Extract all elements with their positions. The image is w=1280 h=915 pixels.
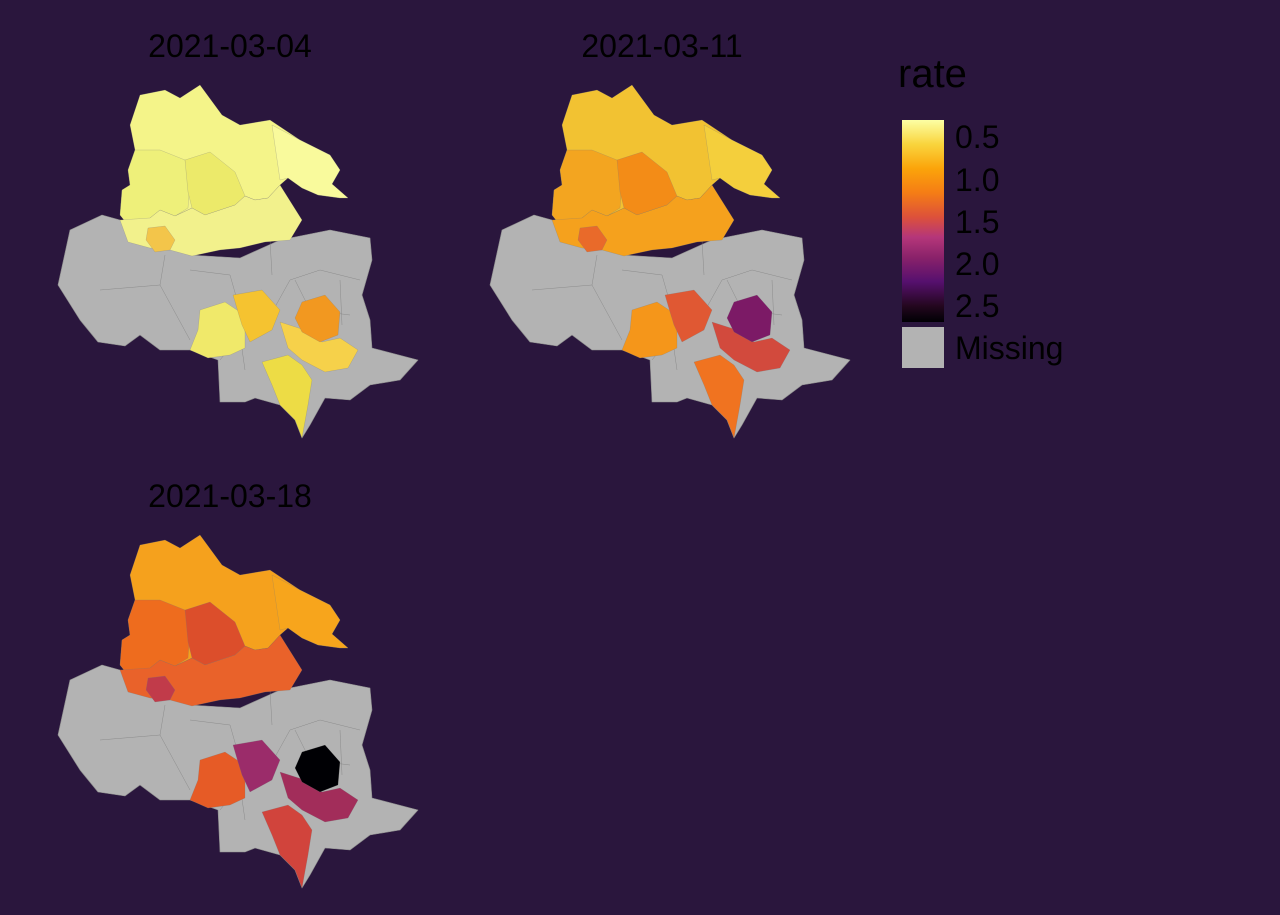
region-boundary — [289, 269, 321, 281]
area-s-south — [693, 354, 745, 439]
area-s-west — [621, 301, 678, 359]
legend-tick: 2.5 — [955, 288, 1000, 324]
area-small-w — [577, 225, 608, 253]
region-boundary — [159, 704, 166, 736]
region-boundary — [189, 719, 231, 726]
panel-title-2021-03-04: 2021-03-04 — [148, 28, 312, 64]
area-s-south — [261, 354, 313, 439]
region-boundary — [319, 719, 361, 731]
region-boundary — [339, 279, 343, 326]
region-boundary — [99, 734, 161, 741]
panel-title-2021-03-18: 2021-03-18 — [148, 478, 312, 514]
area-s-west — [189, 751, 246, 809]
region-boundary — [319, 269, 361, 281]
area-s-west — [189, 301, 246, 359]
area-s-core-1 — [232, 289, 281, 343]
region-boundary — [721, 269, 753, 281]
region-boundary — [269, 239, 273, 276]
region-boundary — [751, 269, 793, 281]
region-boundary — [591, 284, 623, 341]
panel-title-2021-03-11: 2021-03-11 — [581, 28, 743, 64]
region-boundary — [99, 284, 161, 291]
area-s-core-2 — [726, 294, 773, 343]
legend-title: rate — [898, 52, 967, 96]
legend-tick: 1.0 — [955, 162, 1000, 198]
legend-missing-swatch — [902, 327, 944, 368]
legend-tick: 0.5 — [955, 119, 1000, 155]
area-ne-tail — [271, 124, 349, 199]
legend-missing-label: Missing — [955, 330, 1064, 366]
region-boundary — [339, 729, 343, 776]
area-s-core-1 — [664, 289, 713, 343]
area-s-south — [261, 804, 313, 889]
region-boundary — [531, 284, 593, 291]
region-boundary — [159, 284, 191, 341]
region-boundary — [159, 254, 166, 286]
region-boundary — [771, 279, 775, 326]
area-small-w — [145, 225, 176, 253]
area-ne-tail — [703, 124, 781, 199]
map-panel-2021-03-04 — [57, 84, 419, 439]
legend-colorbar — [902, 120, 944, 322]
map-panel-2021-03-11 — [489, 84, 851, 439]
area-ne-tail — [271, 574, 349, 649]
region-boundary — [269, 689, 273, 726]
area-s-core-2 — [294, 744, 341, 793]
map-panel-2021-03-18 — [57, 534, 419, 889]
area-s-core-1 — [232, 739, 281, 793]
region-boundary — [701, 239, 705, 276]
legend-tick: 2.0 — [955, 246, 1000, 282]
region-boundary — [591, 254, 598, 286]
area-s-core-2 — [294, 294, 341, 343]
region-boundary — [189, 269, 231, 276]
region-boundary — [289, 719, 321, 731]
area-small-w — [145, 675, 176, 703]
region-boundary — [621, 269, 663, 276]
region-boundary — [159, 734, 191, 791]
legend-tick: 1.5 — [955, 204, 1000, 240]
